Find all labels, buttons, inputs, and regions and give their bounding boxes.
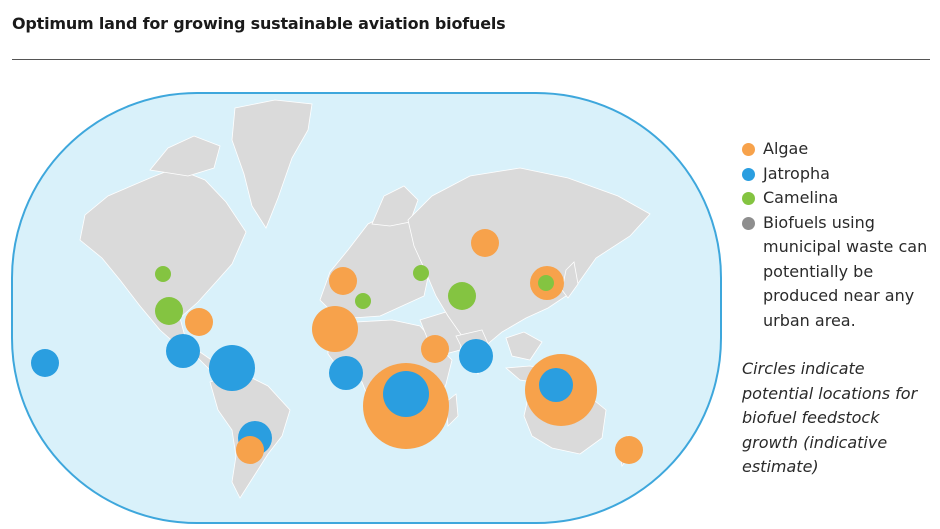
location-marker-camelina: China (538, 275, 554, 291)
title-divider (12, 59, 930, 60)
location-marker-camelina: Western Europe (355, 293, 371, 309)
orange-dot-icon (742, 143, 755, 156)
location-marker-camelina: Central Canada (155, 266, 171, 282)
location-marker-jatropha: Northern South America (209, 345, 255, 391)
location-marker-algae: Russia (471, 229, 499, 257)
legend-label-camelina: Camelina (763, 188, 839, 207)
location-marker-jatropha: West Africa (329, 356, 363, 390)
legend: Algae Jatropha Camelina Biofuels using m… (742, 137, 932, 333)
legend-item-camelina: Camelina (742, 186, 932, 211)
legend-label-jatropha: Jatropha (763, 163, 830, 183)
location-marker-camelina: Western USA (155, 297, 183, 325)
location-marker-algae: New Zealand (615, 436, 643, 464)
location-marker-jatropha: Southern Africa (383, 371, 429, 417)
location-marker-algae: South-eastern USA (185, 308, 213, 336)
map-note: Circles indicate potential locations for… (742, 359, 918, 476)
legend-label-algae: Algae (763, 139, 809, 158)
location-marker-jatropha: Pacific Ocean (Hawaii) (31, 349, 59, 377)
green-dot-icon (742, 192, 755, 205)
location-marker-jatropha: Mexico (166, 334, 200, 368)
landmass-madagascar (445, 393, 459, 427)
location-marker-jatropha: Australia (539, 368, 573, 402)
landmass-greenland (231, 99, 313, 229)
legend-item-algae: Algae (742, 137, 932, 162)
grey-dot-icon (742, 216, 755, 230)
location-marker-camelina: Eastern Europe (413, 265, 429, 281)
legend-label-municipal: Biofuels using municipal waste can poten… (763, 212, 928, 330)
location-marker-camelina: Black Sea region (448, 282, 476, 310)
legend-item-jatropha: Jatropha (742, 162, 932, 187)
blue-dot-icon (742, 167, 755, 181)
location-marker-algae: North Africa (312, 306, 358, 352)
landmass-arctic-islands (149, 135, 221, 177)
location-marker-jatropha: India (459, 339, 493, 373)
location-marker-algae: Middle East (421, 335, 449, 363)
landmass-southeast-asia (505, 331, 543, 361)
location-marker-algae: Southern South America (236, 436, 264, 464)
legend-item-municipal: Biofuels using municipal waste can poten… (742, 211, 932, 334)
location-marker-algae: Iberia (329, 267, 357, 295)
map-title: Optimum land for growing sustainable avi… (12, 14, 506, 33)
landmass-scandinavia (371, 185, 419, 227)
